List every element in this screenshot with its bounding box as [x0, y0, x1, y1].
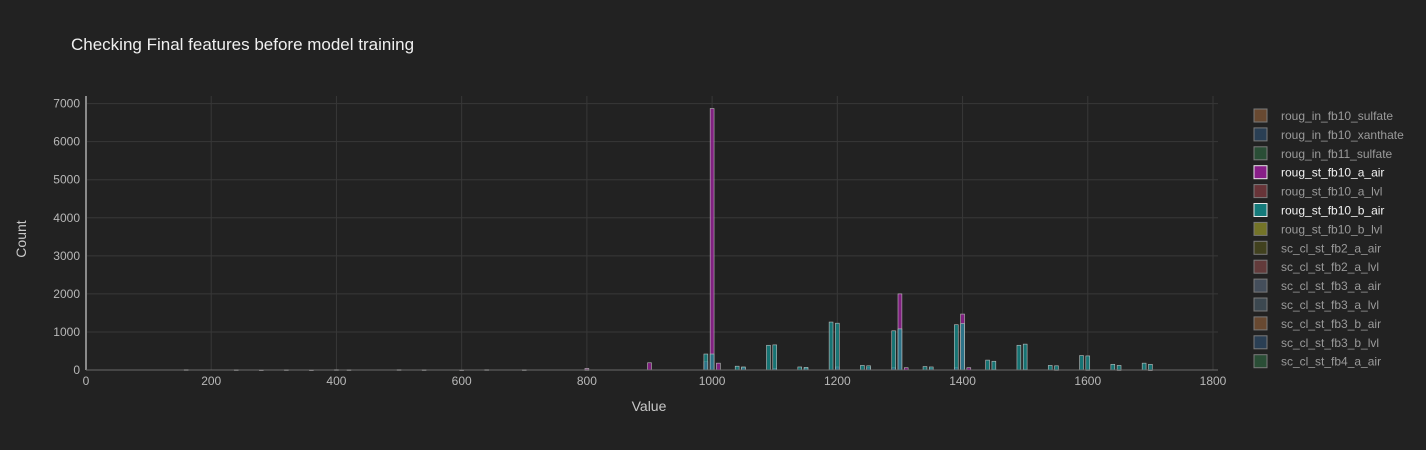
y-tick-label: 5000 — [53, 173, 80, 187]
x-axis-title: Value — [632, 398, 667, 414]
bar — [1054, 365, 1059, 371]
legend: roug_in_fb10_sulfate roug_in_fb10_xanthat… — [1253, 108, 1404, 369]
legend-item[interactable]: roug_st_fb10_b_air — [1253, 203, 1384, 218]
bar — [1148, 363, 1153, 371]
bar — [1085, 355, 1091, 371]
bars — [183, 108, 1153, 371]
x-tick-label: 1800 — [1200, 374, 1227, 388]
legend-swatch — [1253, 108, 1268, 123]
legend-label: roug_st_fb10_b_air — [1281, 204, 1384, 218]
legend-item[interactable]: sc_cl_st_fb4_a_air — [1253, 354, 1381, 369]
bar — [709, 108, 715, 371]
bar — [716, 362, 721, 371]
y-tick-label: 3000 — [53, 249, 80, 263]
bar — [1022, 343, 1028, 371]
legend-label: roug_st_fb10_a_lvl — [1281, 185, 1382, 199]
y-tick-label: 6000 — [53, 135, 80, 149]
legend-swatch — [1253, 203, 1268, 217]
bar — [1079, 355, 1084, 371]
bar — [772, 344, 777, 371]
y-tick-labels: 0 1000 2000 3000 4000 5000 6000 7000 — [53, 97, 80, 377]
y-tick-label: 0 — [73, 363, 80, 377]
y-tick-label: 1000 — [53, 325, 80, 339]
bar — [734, 365, 740, 371]
y-tick-label: 7000 — [53, 97, 80, 111]
legend-item[interactable]: roug_in_fb10_xanthate — [1253, 127, 1404, 142]
legend-label: roug_in_fb10_sulfate — [1281, 109, 1393, 123]
bar — [1141, 362, 1147, 371]
bar — [647, 362, 652, 371]
x-tick-label: 1600 — [1074, 374, 1101, 388]
axes — [85, 96, 1218, 371]
bar — [835, 322, 840, 371]
bar — [922, 366, 928, 371]
legend-swatch — [1253, 127, 1268, 142]
x-tick-label: 1400 — [949, 374, 976, 388]
bar — [766, 344, 771, 371]
legend-label: sc_cl_st_fb3_a_air — [1281, 279, 1381, 293]
x-tick-labels: 0 200 400 600 800 1000 1200 1400 1600 1800 — [83, 374, 1227, 388]
legend-swatch — [1253, 146, 1268, 161]
legend-item[interactable]: roug_st_fb10_a_lvl — [1253, 184, 1382, 199]
legend-item[interactable]: sc_cl_st_fb2_a_lvl — [1253, 259, 1379, 274]
grid-lines — [85, 96, 1218, 371]
bar — [1110, 363, 1116, 371]
bar — [1047, 365, 1053, 371]
legend-label: roug_st_fb10_b_lvl — [1281, 222, 1382, 236]
chart-title: Checking Final features before model tra… — [71, 35, 414, 54]
x-tick-label: 1200 — [824, 374, 851, 388]
bar — [960, 323, 965, 371]
legend-swatch — [1253, 165, 1268, 180]
legend-item[interactable]: sc_cl_st_fb2_a_air — [1253, 240, 1381, 255]
bar — [985, 359, 990, 371]
legend-label: roug_in_fb10_xanthate — [1281, 128, 1404, 142]
x-tick-label: 200 — [201, 374, 221, 388]
bar — [1016, 344, 1022, 371]
legend-label: sc_cl_st_fb3_b_lvl — [1281, 336, 1379, 350]
legend-swatch — [1253, 316, 1268, 331]
x-tick-label: 1000 — [699, 374, 726, 388]
bar — [954, 324, 959, 371]
y-tick-label: 2000 — [53, 287, 80, 301]
y-axis-title: Count — [13, 220, 29, 257]
bar — [866, 365, 871, 371]
y-tick-label: 4000 — [53, 211, 80, 225]
legend-swatch — [1253, 240, 1268, 255]
bar — [828, 321, 834, 371]
legend-label: sc_cl_st_fb2_a_lvl — [1281, 260, 1379, 274]
legend-swatch — [1253, 221, 1268, 236]
bar — [1116, 365, 1122, 371]
legend-swatch — [1253, 184, 1268, 199]
legend-item[interactable]: roug_in_fb10_sulfate — [1253, 108, 1393, 123]
legend-item[interactable]: sc_cl_st_fb3_b_lvl — [1253, 335, 1379, 350]
legend-item[interactable]: sc_cl_st_fb3_a_air — [1253, 278, 1381, 293]
legend-item[interactable]: sc_cl_st_fb3_b_air — [1253, 316, 1381, 331]
legend-swatch — [1253, 259, 1268, 274]
bar — [897, 328, 903, 371]
legend-item[interactable]: roug_st_fb10_a_air — [1253, 165, 1384, 180]
x-tick-label: 400 — [326, 374, 346, 388]
legend-swatch — [1253, 278, 1268, 293]
bar — [891, 330, 896, 371]
bar — [703, 353, 709, 371]
x-tick-label: 0 — [83, 374, 90, 388]
bar — [860, 365, 865, 371]
legend-label: sc_cl_st_fb2_a_air — [1281, 241, 1381, 255]
legend-label: roug_in_fb11_sulfate — [1281, 147, 1393, 161]
bar — [991, 360, 997, 371]
bar — [709, 353, 715, 371]
legend-label: sc_cl_st_fb3_a_lvl — [1281, 298, 1379, 312]
legend-label: roug_st_fb10_a_air — [1281, 166, 1384, 180]
legend-swatch — [1253, 335, 1268, 350]
legend-label: sc_cl_st_fb4_a_air — [1281, 355, 1381, 369]
legend-item[interactable]: roug_st_fb10_b_lvl — [1253, 221, 1382, 236]
x-tick-label: 800 — [577, 374, 597, 388]
legend-label: sc_cl_st_fb3_b_air — [1281, 317, 1381, 331]
legend-item[interactable]: sc_cl_st_fb3_a_lvl — [1253, 297, 1379, 312]
legend-swatch — [1253, 297, 1268, 312]
x-tick-label: 600 — [452, 374, 472, 388]
legend-item[interactable]: roug_in_fb11_sulfate — [1253, 146, 1393, 161]
legend-swatch — [1253, 354, 1268, 369]
